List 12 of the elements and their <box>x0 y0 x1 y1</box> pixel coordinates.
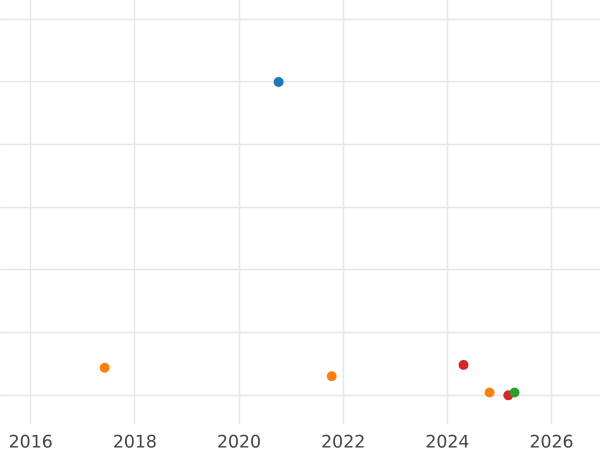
x-tick-label: 2016 <box>8 432 53 450</box>
point <box>510 387 520 398</box>
point <box>100 362 110 373</box>
point <box>458 360 469 370</box>
point <box>484 387 495 398</box>
x-tick-label: 2018 <box>112 432 157 450</box>
point <box>326 371 337 382</box>
x-tick-label: 2022 <box>321 432 366 450</box>
x-tick-label: 2024 <box>425 432 470 450</box>
x-tick-label: 2026 <box>529 432 574 450</box>
point <box>274 76 284 87</box>
x-tick-label: 2020 <box>216 432 262 450</box>
